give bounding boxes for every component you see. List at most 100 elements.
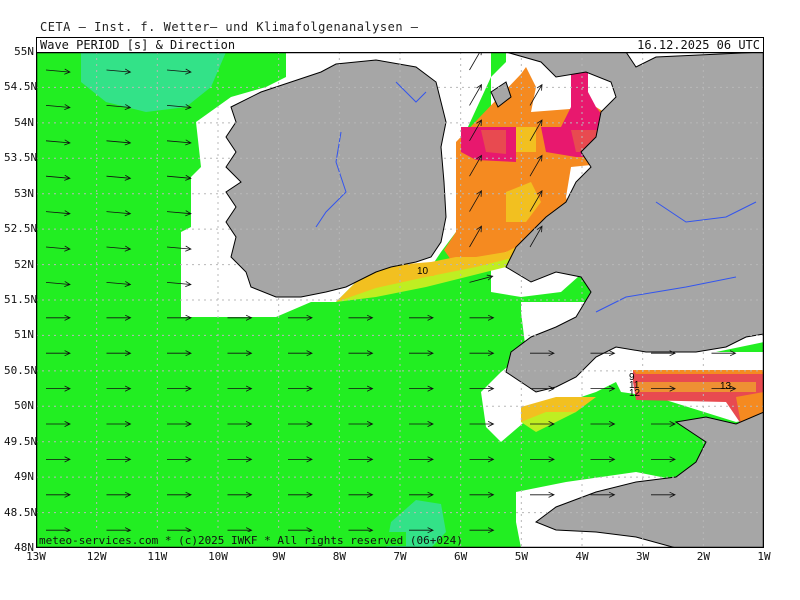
direction-arrow xyxy=(288,385,313,392)
lat-lon-grid xyxy=(36,52,764,548)
direction-arrow xyxy=(530,421,555,427)
direction-arrow xyxy=(651,491,676,498)
direction-arrow xyxy=(469,190,482,212)
direction-arrow xyxy=(409,385,434,392)
lon-tick-label: 6W xyxy=(454,550,468,563)
lat-tick-label: 52N xyxy=(14,257,34,271)
direction-arrow xyxy=(651,385,676,392)
lat-tick-label: 50.5N xyxy=(4,363,38,377)
direction-arrow xyxy=(106,139,132,146)
direction-arrow xyxy=(348,421,374,427)
direction-arrow xyxy=(227,491,253,498)
direction-arrow xyxy=(167,385,192,392)
direction-arrow xyxy=(529,119,543,142)
direction-arrow xyxy=(45,104,71,110)
direction-arrow xyxy=(348,456,374,463)
direction-arrow xyxy=(167,421,192,427)
direction-arrow xyxy=(106,456,132,463)
lon-tick-label: 1W xyxy=(757,550,771,563)
direction-arrow xyxy=(288,314,313,321)
direction-arrow xyxy=(166,104,192,110)
direction-arrow xyxy=(469,527,495,534)
direction-arrow xyxy=(530,456,555,463)
direction-arrow xyxy=(106,104,132,110)
direction-arrow xyxy=(348,527,374,534)
direction-arrow xyxy=(227,456,253,463)
institute-label: CETA — Inst. f. Wetter— und Klimafolgena… xyxy=(40,20,419,34)
footer-band xyxy=(36,532,406,546)
direction-arrow xyxy=(227,350,253,357)
direction-arrow xyxy=(590,350,616,357)
direction-arrow xyxy=(46,491,71,498)
direction-arrow xyxy=(348,350,374,357)
lat-tick-label: 51N xyxy=(14,328,34,342)
direction-arrow xyxy=(106,210,132,217)
direction-arrow xyxy=(106,421,132,427)
direction-arrow xyxy=(651,421,676,427)
lon-tick-label: 9W xyxy=(272,550,286,563)
map-title: Wave PERIOD [s] & Direction xyxy=(40,38,236,52)
direction-arrow xyxy=(106,350,132,357)
direction-arrow xyxy=(469,225,482,248)
great-britain-landmass xyxy=(505,52,764,393)
direction-arrow xyxy=(469,385,495,392)
period-shading-irish-sea xyxy=(336,67,621,302)
lon-tick-label: 4W xyxy=(575,550,589,563)
lon-tick-label: 3W xyxy=(636,550,650,563)
direction-arrow xyxy=(590,385,616,392)
lon-tick-label: 8W xyxy=(332,550,346,563)
direction-arrow xyxy=(711,350,737,357)
lat-tick-label: 48N xyxy=(14,541,34,554)
direction-arrow xyxy=(530,491,555,498)
contour-label-12: 12 xyxy=(629,388,641,399)
wave-direction-arrows xyxy=(45,52,737,534)
direction-arrow xyxy=(45,245,71,252)
direction-arrow xyxy=(469,274,494,283)
lon-tick-label: 7W xyxy=(393,550,407,563)
wave-period-map[interactable]: 10 12 13 11 9 xyxy=(36,52,764,548)
direction-arrow xyxy=(227,314,253,321)
direction-arrow xyxy=(469,456,495,463)
land-masses xyxy=(225,52,764,548)
direction-arrow xyxy=(166,68,192,75)
direction-arrow xyxy=(106,385,132,392)
direction-arrow xyxy=(46,421,71,427)
direction-arrow xyxy=(469,154,482,177)
direction-arrow xyxy=(106,491,132,498)
lat-tick-label: 52.5N xyxy=(4,222,38,236)
direction-arrow xyxy=(45,281,71,287)
direction-arrow xyxy=(590,456,616,463)
direction-arrow xyxy=(529,225,543,248)
direction-arrow xyxy=(106,245,132,252)
lon-tick-label: 10W xyxy=(208,550,228,563)
direction-arrow xyxy=(348,385,374,392)
direction-arrow xyxy=(227,527,253,534)
direction-arrow xyxy=(651,350,676,357)
direction-arrow xyxy=(46,385,71,392)
direction-arrow xyxy=(288,527,313,534)
lat-tick-label: 51.5N xyxy=(4,293,38,306)
contour-labels: 10 12 13 11 9 xyxy=(414,264,732,399)
direction-arrow xyxy=(167,350,192,357)
lat-tick-label: 54.5N xyxy=(4,80,38,94)
direction-arrow xyxy=(409,491,434,498)
direction-arrow xyxy=(167,491,192,498)
direction-arrow xyxy=(590,421,616,427)
direction-arrow xyxy=(469,421,495,427)
lon-tick-label: 5W xyxy=(514,550,528,563)
direction-arrow xyxy=(45,68,71,75)
contour-label-13: 13 xyxy=(720,381,732,392)
lat-tick-label: 53.5N xyxy=(4,151,38,165)
direction-arrow xyxy=(590,491,616,498)
direction-arrow xyxy=(288,350,313,357)
direction-arrow xyxy=(46,350,71,357)
direction-arrow xyxy=(227,385,253,392)
contour-label-11: 11 xyxy=(629,380,640,391)
direction-arrow xyxy=(469,83,482,106)
direction-arrow xyxy=(167,314,192,321)
direction-arrow xyxy=(288,421,313,427)
lat-tick-label: 53N xyxy=(14,186,34,200)
lon-tick-label: 11W xyxy=(147,550,168,563)
direction-arrow xyxy=(409,456,434,463)
direction-arrow xyxy=(530,350,555,357)
